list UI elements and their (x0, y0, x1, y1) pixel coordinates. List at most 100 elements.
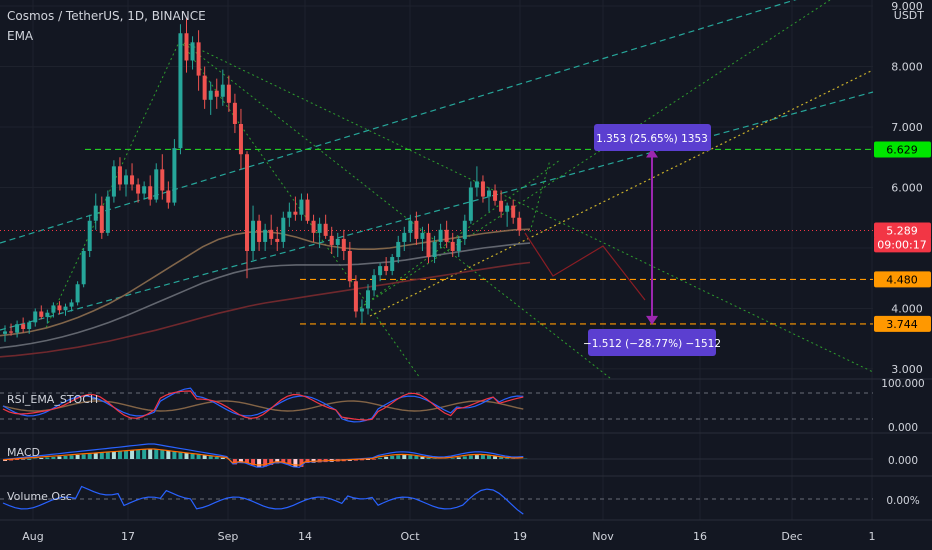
candle-body (63, 306, 68, 311)
price-tick-label: 9.000 (891, 0, 923, 13)
macd-histogram-bar (142, 449, 147, 459)
price-label: 3.744 (874, 315, 931, 332)
candle-body (426, 232, 431, 258)
candle-body (432, 241, 437, 258)
volume-osc-label[interactable]: Volume Osc (7, 490, 72, 503)
candle-body (384, 266, 389, 271)
candle (226, 75, 231, 112)
candle (420, 226, 425, 251)
candle-body (184, 33, 189, 61)
candle (99, 196, 104, 239)
candle-body (172, 148, 177, 203)
ema-line (0, 261, 531, 358)
macd-histogram-bar (390, 455, 395, 459)
candle (130, 163, 135, 191)
macd-histogram-bar (402, 455, 407, 459)
ema-indicator-label[interactable]: EMA (7, 29, 34, 43)
macd-histogram-bar (299, 459, 304, 467)
candle (341, 229, 346, 261)
currency-label: USDT (893, 9, 924, 22)
candle (493, 184, 498, 206)
macd-indicator-label[interactable]: MACD (7, 446, 40, 459)
candle (329, 226, 334, 255)
macd-histogram-bar (293, 459, 298, 467)
price-tick-label: 7.000 (891, 121, 923, 134)
candle-body (378, 266, 383, 276)
measure-arrowhead-down (646, 315, 658, 325)
macd-histogram-bar (450, 458, 455, 459)
candle (462, 214, 467, 245)
macd-histogram-bar (51, 457, 56, 459)
candle-body (245, 154, 249, 251)
fan-line-green (179, 39, 421, 379)
candle (347, 241, 352, 288)
macd-histogram-bar (63, 456, 68, 459)
macd-histogram-bar (57, 456, 62, 459)
macd-histogram-bar (287, 459, 292, 465)
price-label: 4.480 (874, 271, 931, 288)
price-tick-label: 4.000 (891, 302, 923, 315)
macd-histogram-bar (148, 449, 153, 459)
price-label-bg (874, 271, 931, 288)
candle-body (117, 166, 122, 185)
candle-body (414, 220, 419, 239)
price-tick-label: 6.000 (891, 181, 923, 194)
macd-histogram-bar (208, 456, 213, 459)
candle-body (341, 238, 346, 251)
price-label-text: 09:00:17 (877, 238, 926, 251)
candle-body (45, 312, 50, 317)
candle (353, 275, 358, 318)
macd-histogram-bar (372, 459, 377, 460)
macd-histogram-bar (166, 450, 171, 459)
macd-histogram-bar (426, 457, 431, 459)
macd-histogram-bar (281, 459, 286, 464)
rsi-indicator-label[interactable]: RSI_EMA_STOCH (7, 393, 99, 406)
candle (317, 217, 322, 248)
candle-body (275, 238, 280, 242)
macd-histogram-bar (81, 454, 86, 459)
candle (136, 178, 141, 203)
candle (474, 166, 479, 197)
time-tick-label: 17 (121, 530, 135, 543)
time-tick-label: 1 (869, 530, 876, 543)
candle (438, 223, 443, 248)
candle-body (305, 199, 310, 221)
candle-body (505, 205, 510, 212)
candle-body (402, 232, 407, 242)
macd-histogram-bar (269, 459, 274, 465)
candle (232, 93, 237, 134)
macd-histogram-bar (130, 450, 135, 459)
price-label: 6.629 (874, 141, 931, 158)
rsi-axis-label-bottom: 0.000 (888, 422, 918, 434)
candle (148, 175, 153, 206)
macd-histogram-bar (232, 459, 237, 465)
time-tick-label: 14 (298, 530, 312, 543)
candle (142, 181, 147, 200)
candle-body (420, 232, 425, 239)
price-label: 5.289 (874, 222, 931, 239)
macd-histogram-bar (378, 457, 383, 459)
candle (33, 308, 38, 327)
fan-line-green (359, 0, 831, 309)
candle-body (81, 250, 86, 285)
candle-body (178, 33, 183, 149)
candle-body (468, 187, 473, 221)
candle (238, 108, 243, 170)
candle-body (190, 42, 195, 61)
macd-histogram-bar (487, 455, 491, 459)
macd-histogram-bar (257, 459, 262, 467)
candle-body (287, 211, 292, 218)
candle (57, 301, 62, 315)
symbol-title[interactable]: Cosmos / TetherUS, 1D, BINANCE (7, 9, 206, 23)
ema-line (0, 242, 531, 349)
macd-histogram-bar (87, 454, 92, 459)
candle (105, 190, 110, 236)
candle (305, 193, 310, 224)
candle-body (372, 275, 377, 291)
candle (396, 235, 401, 264)
macd-histogram-bar (474, 455, 479, 459)
measure-label-up-text: 1.353 (25.65%) 1353 (596, 133, 708, 145)
candle-body (517, 217, 522, 231)
measure-label-down-bg (588, 329, 716, 356)
